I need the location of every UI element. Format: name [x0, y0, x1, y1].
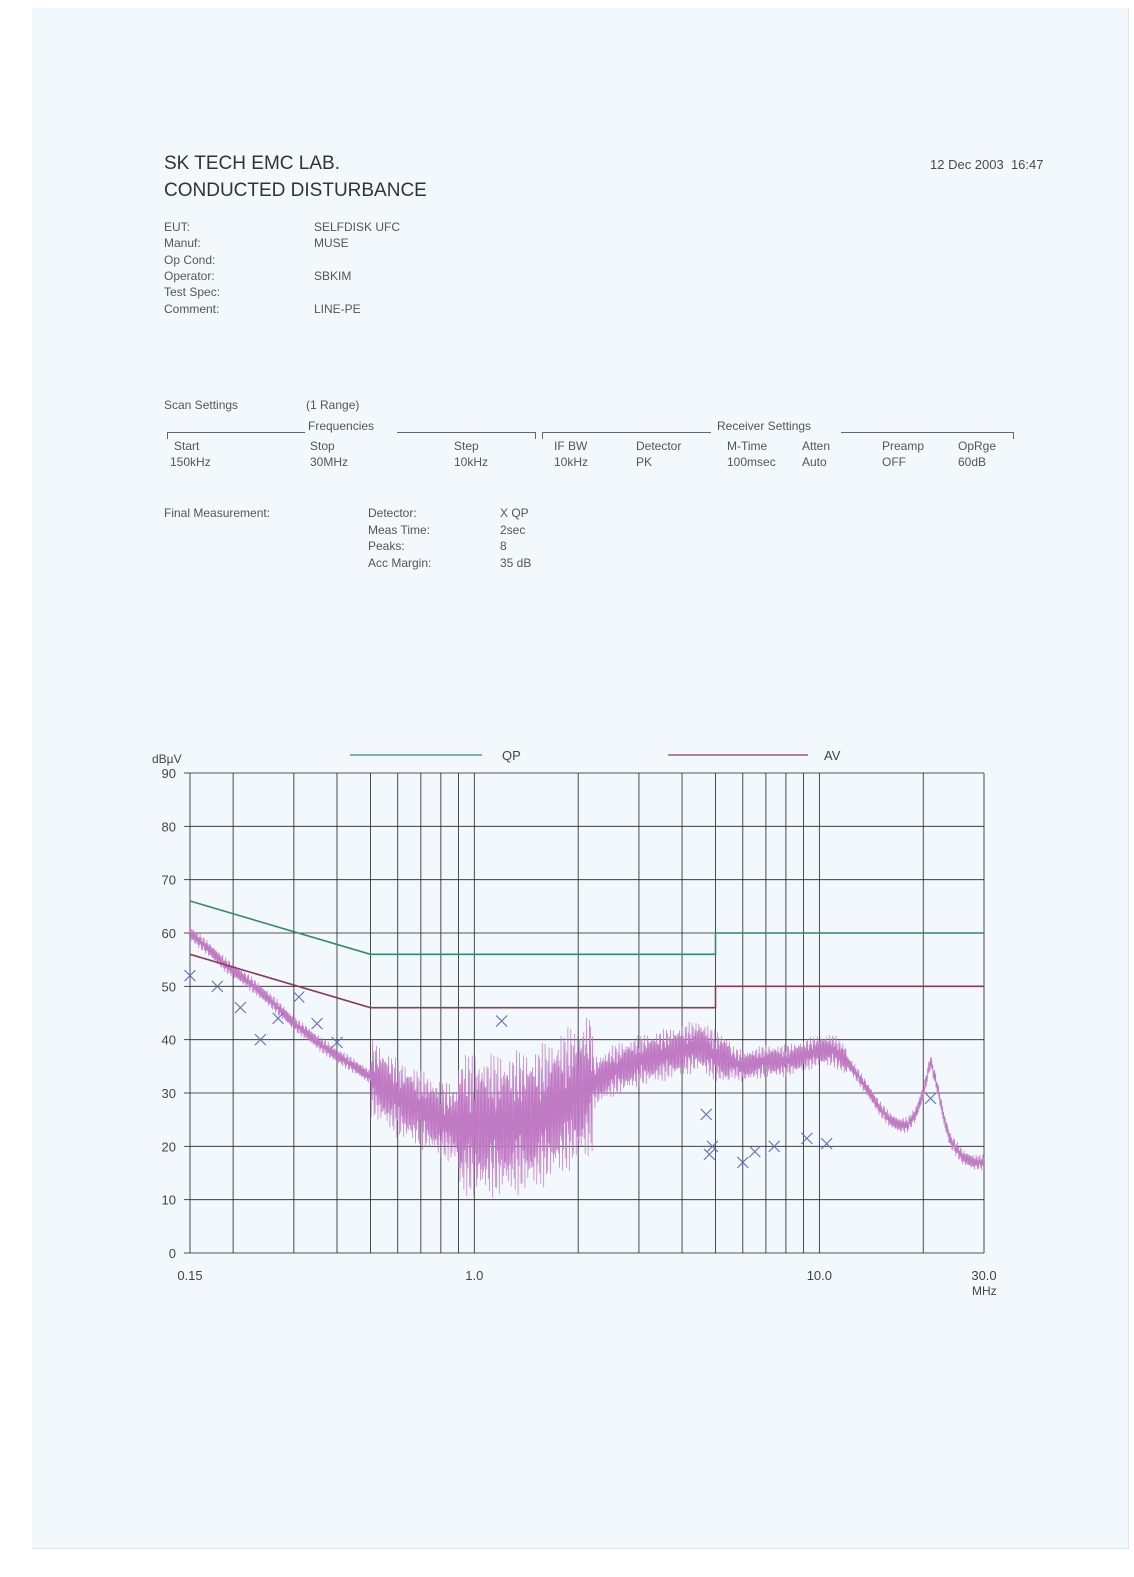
scan-range: (1 Range) [306, 398, 360, 412]
info-value: SBKIM [314, 268, 352, 283]
qp-marker [272, 1012, 284, 1025]
y-tick-label: 60 [162, 926, 176, 941]
report-datetime: 12 Dec 2003 16:47 [930, 157, 1044, 172]
qp-marker [800, 1132, 813, 1145]
qp-marker [234, 1001, 247, 1014]
receiver-bracket [542, 430, 1014, 439]
qp-marker [184, 969, 196, 982]
y-tick-label: 20 [162, 1139, 176, 1154]
qp-marker [211, 980, 224, 993]
scan-settings-label: Scan Settings [164, 398, 239, 412]
info-label: Test Spec: [164, 285, 221, 300]
y-tick-label: 50 [162, 979, 176, 994]
qp-marker [495, 1015, 508, 1027]
scan-header: M-Time [727, 439, 768, 453]
qp-marker [700, 1108, 713, 1121]
qp-marker [820, 1137, 833, 1150]
y-tick-label: 30 [162, 1086, 176, 1101]
y-axis-label: dBµV [152, 752, 182, 766]
info-label: Operator: [164, 268, 215, 283]
y-tick-label: 10 [162, 1193, 176, 1208]
scan-header: Detector [636, 439, 682, 453]
scan-header: Start [174, 439, 200, 453]
info-label: Op Cond: [164, 252, 216, 267]
scan-value: 150kHz [170, 455, 211, 469]
final-value: X QP [500, 506, 529, 520]
qp-marker [254, 1033, 267, 1046]
scan-value: 10kHz [454, 455, 489, 469]
x-tick-label: 10.0 [807, 1268, 832, 1283]
frequencies-bracket [167, 430, 536, 439]
y-tick-label: 80 [162, 819, 176, 834]
lab-name: SK TECH EMC LAB. [164, 153, 340, 174]
final-measurement-label: Final Measurement: [164, 506, 271, 520]
qp-marker [768, 1140, 781, 1153]
x-axis-label: MHz [972, 1284, 997, 1298]
scan-header: Atten [802, 439, 831, 453]
scan-header: OpRge [958, 439, 997, 453]
qp-marker [748, 1145, 761, 1158]
scan-value: PK [636, 455, 653, 469]
y-tick-label: 0 [169, 1246, 176, 1261]
info-label: Comment: [164, 301, 220, 316]
frequencies-title: Frequencies [308, 419, 375, 433]
final-value: 35 dB [500, 555, 532, 570]
receiver-title: Receiver Settings [717, 419, 812, 433]
legend-label: QP [502, 748, 521, 763]
final-value: 8 [500, 539, 507, 553]
info-label: EUT: [164, 220, 191, 234]
document-page: SK TECH EMC LAB. CONDUCTED DISTURBANCE 1… [32, 8, 1129, 1549]
qp-marker [924, 1092, 937, 1105]
y-tick-label: 90 [162, 766, 176, 781]
scan-value: 10kHz [554, 455, 589, 469]
final-label: Acc Margin: [368, 555, 432, 570]
qp-marker [736, 1156, 749, 1169]
qp-marker [706, 1140, 719, 1153]
qp-marker [331, 1036, 343, 1049]
qp-marker [703, 1148, 716, 1161]
legend-label: AV [824, 748, 841, 763]
x-tick-label: 0.15 [177, 1268, 202, 1283]
final-value: 2sec [500, 522, 526, 537]
qp-limit-line [189, 900, 984, 956]
final-label: Peaks: [368, 539, 405, 553]
qp-marker [311, 1017, 323, 1030]
y-tick-label: 70 [162, 873, 176, 888]
info-label: Manuf: [164, 236, 201, 251]
measurement-trace [189, 927, 985, 1198]
scan-value: 100msec [727, 455, 776, 469]
y-tick-label: 40 [162, 1033, 176, 1048]
scan-value: OFF [882, 455, 906, 469]
scan-header: IF BW [554, 439, 588, 453]
scan-value: 30MHz [310, 455, 349, 469]
info-value: SELFDISK UFC [314, 220, 401, 234]
final-label: Detector: [368, 506, 417, 520]
av-limit-line [189, 953, 984, 1009]
scan-header: Stop [310, 439, 335, 453]
info-value: MUSE [314, 236, 349, 251]
x-tick-label: 1.0 [465, 1268, 483, 1283]
final-label: Meas Time: [368, 522, 431, 537]
emission-chart: 0 10 20 30 40 50 60 70 80 90 0.15 1.0 10.0 30.0 dBµV MH… [152, 748, 997, 1298]
report-title: CONDUCTED DISTURBANCE [164, 180, 427, 201]
x-tick-label: 30.0 [971, 1268, 996, 1283]
scan-header: Preamp [882, 439, 925, 453]
qp-marker [292, 991, 305, 1003]
scan-value: 60dB [958, 455, 987, 469]
scan-header: Step [454, 439, 479, 453]
scan-value: Auto [802, 455, 827, 469]
info-value: LINE-PE [314, 301, 361, 316]
